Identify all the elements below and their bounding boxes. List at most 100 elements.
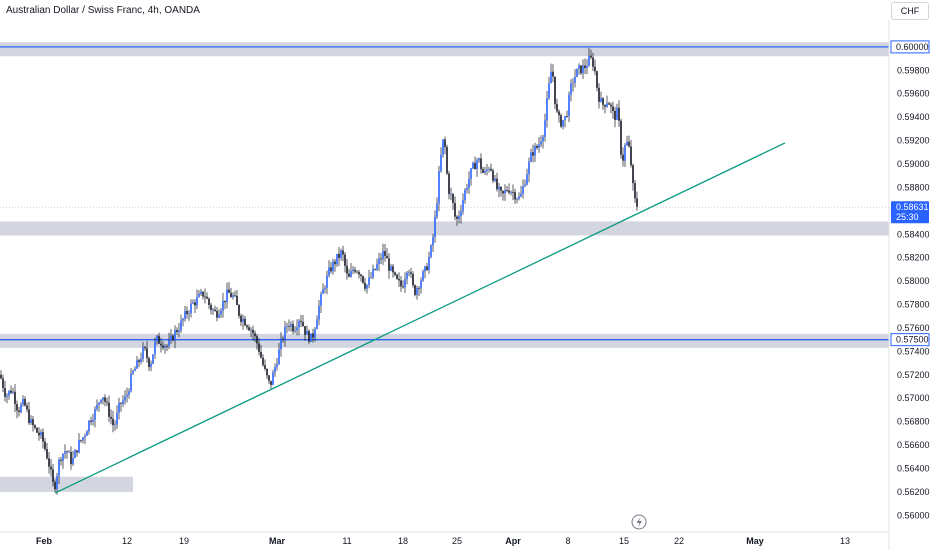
x-tick-label: 8 [565, 536, 570, 546]
candle-body [374, 268, 376, 270]
candle-body [286, 325, 288, 327]
candle-body [240, 315, 242, 322]
candle-body [14, 391, 16, 405]
candle-body [236, 295, 238, 305]
candle-body [80, 440, 82, 441]
candle-body [410, 272, 412, 274]
support-resistance-zone [0, 42, 889, 57]
candle-body [592, 57, 594, 67]
candle-body [398, 278, 400, 281]
candle-body [34, 425, 36, 428]
candle-body [562, 119, 564, 127]
candle-body [520, 193, 522, 197]
candle-body [604, 104, 606, 107]
candle-body [280, 338, 282, 350]
candle-body [480, 158, 482, 170]
candle-body [28, 409, 30, 423]
candle-body [440, 154, 442, 172]
x-tick-label: 15 [619, 536, 629, 546]
candle-body [340, 250, 342, 258]
candle-body [224, 300, 226, 303]
currency-badge[interactable]: CHF [891, 2, 929, 20]
candle-body [218, 314, 220, 318]
candle-body [18, 410, 20, 413]
candle-body [292, 324, 294, 332]
candle-body [254, 333, 256, 337]
candle-body [318, 305, 320, 320]
candle-body [308, 330, 310, 342]
candle-body [192, 302, 194, 304]
candle-body [304, 326, 306, 335]
candle-body [484, 170, 486, 173]
candle-body [282, 338, 284, 340]
candle-body [212, 309, 214, 311]
y-tick-label: 0.56400 [897, 463, 930, 473]
candle-body [598, 87, 600, 102]
candle-body [186, 310, 188, 315]
x-tick-label: 22 [674, 536, 684, 546]
lightning-icon[interactable] [631, 514, 647, 530]
y-tick-label: 0.56000 [897, 510, 930, 520]
candle-body [324, 287, 326, 290]
trendline[interactable] [54, 142, 786, 494]
candle-body [620, 120, 622, 155]
y-tick-label: 0.59200 [897, 136, 930, 146]
candle-body [90, 420, 92, 422]
candle-body [66, 451, 68, 453]
candle-body [568, 94, 570, 117]
candle-body [140, 358, 142, 362]
candle-body [504, 190, 506, 194]
candle-body [364, 282, 366, 289]
candle-body [56, 476, 58, 490]
candle-body [588, 55, 590, 66]
candle-body [432, 237, 434, 246]
candle-body [120, 402, 122, 404]
candle-body [384, 251, 386, 256]
candle-body [298, 320, 300, 328]
candle-body [564, 116, 566, 120]
candle-body [184, 310, 186, 319]
candle-body [442, 139, 444, 155]
candle-body [134, 368, 136, 371]
candle-body [378, 258, 380, 265]
y-tick-label: 0.59600 [897, 89, 930, 99]
candle-body [452, 194, 454, 203]
candle-body [474, 162, 476, 170]
candle-body [188, 313, 190, 315]
candle-body [456, 216, 458, 219]
support-resistance-zone [0, 476, 133, 492]
y-tick-label: 0.59000 [897, 159, 930, 169]
candle-body [358, 272, 360, 275]
candle-body [306, 330, 308, 335]
candle-body [490, 168, 492, 171]
candle-body [342, 250, 344, 255]
candle-body [570, 83, 572, 95]
candle-body [500, 186, 502, 191]
candle-body [404, 279, 406, 288]
candle-body [296, 327, 298, 331]
candle-body [590, 55, 592, 58]
support-resistance-zone [0, 221, 889, 236]
candle-body [152, 354, 154, 364]
candle-body [36, 427, 38, 433]
candle-body [232, 295, 234, 298]
candle-body [468, 178, 470, 188]
candle-body [552, 71, 554, 77]
candle-body [76, 450, 78, 453]
candle-body [616, 107, 618, 120]
candle-body [608, 103, 610, 105]
candle-body [400, 280, 402, 287]
candle-body [614, 110, 616, 120]
candle-body [86, 431, 88, 436]
candle-body [294, 330, 296, 332]
candle-body [202, 291, 204, 297]
candle-body [382, 251, 384, 260]
candle-body [148, 358, 150, 368]
candle-body [258, 343, 260, 352]
candle-body [168, 340, 170, 346]
candle-body [262, 357, 264, 366]
candle-body [578, 65, 580, 69]
candle-body [622, 154, 624, 161]
candle-body [180, 320, 182, 331]
